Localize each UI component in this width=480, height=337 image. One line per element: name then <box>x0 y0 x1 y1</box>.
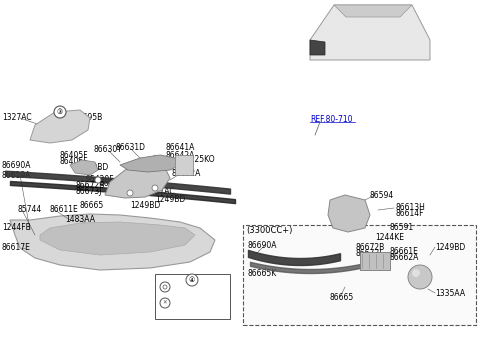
Text: 86690A: 86690A <box>248 241 277 249</box>
Circle shape <box>152 185 158 191</box>
Text: 86631D: 86631D <box>115 144 145 153</box>
Circle shape <box>412 269 420 277</box>
Text: ─── 84219E: ─── 84219E <box>173 299 218 307</box>
Bar <box>360 252 390 270</box>
Text: 86672B: 86672B <box>355 243 384 251</box>
Text: 86594: 86594 <box>370 190 394 200</box>
Bar <box>155 274 230 319</box>
Text: 86641A: 86641A <box>165 144 194 153</box>
Text: 86665: 86665 <box>80 201 104 210</box>
Text: 86673J: 86673J <box>75 186 101 195</box>
Text: (3300CC+): (3300CC+) <box>246 225 292 235</box>
Text: 1244KE: 1244KE <box>375 234 404 243</box>
Text: 88695B: 88695B <box>73 114 102 123</box>
Polygon shape <box>120 155 180 172</box>
Text: 86830E: 86830E <box>100 179 129 187</box>
Polygon shape <box>30 110 90 143</box>
Circle shape <box>54 106 66 118</box>
Circle shape <box>186 274 198 286</box>
Text: 86832F: 86832F <box>108 184 136 192</box>
Circle shape <box>95 177 101 183</box>
Text: 86642A: 86642A <box>165 151 194 159</box>
Polygon shape <box>40 222 195 255</box>
Polygon shape <box>328 195 370 232</box>
Text: 1249BD: 1249BD <box>130 201 160 210</box>
Text: 86662A: 86662A <box>390 252 420 262</box>
Text: ④: ④ <box>189 277 195 283</box>
Bar <box>175 155 193 175</box>
Text: 86611E: 86611E <box>50 206 79 214</box>
Text: 86630Y: 86630Y <box>93 146 122 154</box>
Text: 1244FB: 1244FB <box>2 222 31 232</box>
Text: 1327AC: 1327AC <box>145 187 175 196</box>
Text: 86665K: 86665K <box>248 269 277 277</box>
Polygon shape <box>334 5 412 17</box>
Text: 1483AA: 1483AA <box>65 215 95 224</box>
Text: 86617E: 86617E <box>2 244 31 252</box>
Text: 86591: 86591 <box>390 223 414 233</box>
Text: REF.80-710: REF.80-710 <box>310 116 352 124</box>
Text: 1327AC: 1327AC <box>2 114 32 123</box>
Text: 1125KO: 1125KO <box>185 155 215 164</box>
Polygon shape <box>310 40 325 55</box>
Text: 86619A: 86619A <box>2 171 31 180</box>
Text: 85744: 85744 <box>18 206 42 214</box>
Polygon shape <box>310 5 430 60</box>
Text: 86673J: 86673J <box>355 248 382 257</box>
Text: 86613H: 86613H <box>395 204 425 213</box>
Text: 86379: 86379 <box>340 48 364 57</box>
Text: ─── 84220U: ─── 84220U <box>173 282 219 292</box>
Text: 86665: 86665 <box>330 293 354 302</box>
Circle shape <box>160 298 170 308</box>
Text: ③: ③ <box>57 109 63 115</box>
Text: 95420F: 95420F <box>85 176 114 184</box>
Circle shape <box>127 190 133 196</box>
Text: 86661E: 86661E <box>390 246 419 255</box>
Text: 83397: 83397 <box>340 54 364 62</box>
Text: 1249BD: 1249BD <box>78 163 108 173</box>
Text: 86672B: 86672B <box>75 181 104 189</box>
Polygon shape <box>70 160 98 175</box>
Text: ✕: ✕ <box>163 301 168 306</box>
Text: 86614F: 86614F <box>395 209 423 217</box>
Text: 86632A: 86632A <box>172 168 202 178</box>
Text: 86690A: 86690A <box>2 160 32 170</box>
Text: 1249BD: 1249BD <box>435 243 465 251</box>
Text: 1249BD: 1249BD <box>155 195 185 205</box>
Bar <box>243 225 476 325</box>
Text: 1335AA: 1335AA <box>435 288 465 298</box>
Text: 86405F: 86405F <box>60 151 89 159</box>
Circle shape <box>408 265 432 289</box>
Polygon shape <box>10 214 215 270</box>
Polygon shape <box>105 165 170 198</box>
Text: 86406F: 86406F <box>60 156 89 165</box>
Circle shape <box>160 282 170 292</box>
